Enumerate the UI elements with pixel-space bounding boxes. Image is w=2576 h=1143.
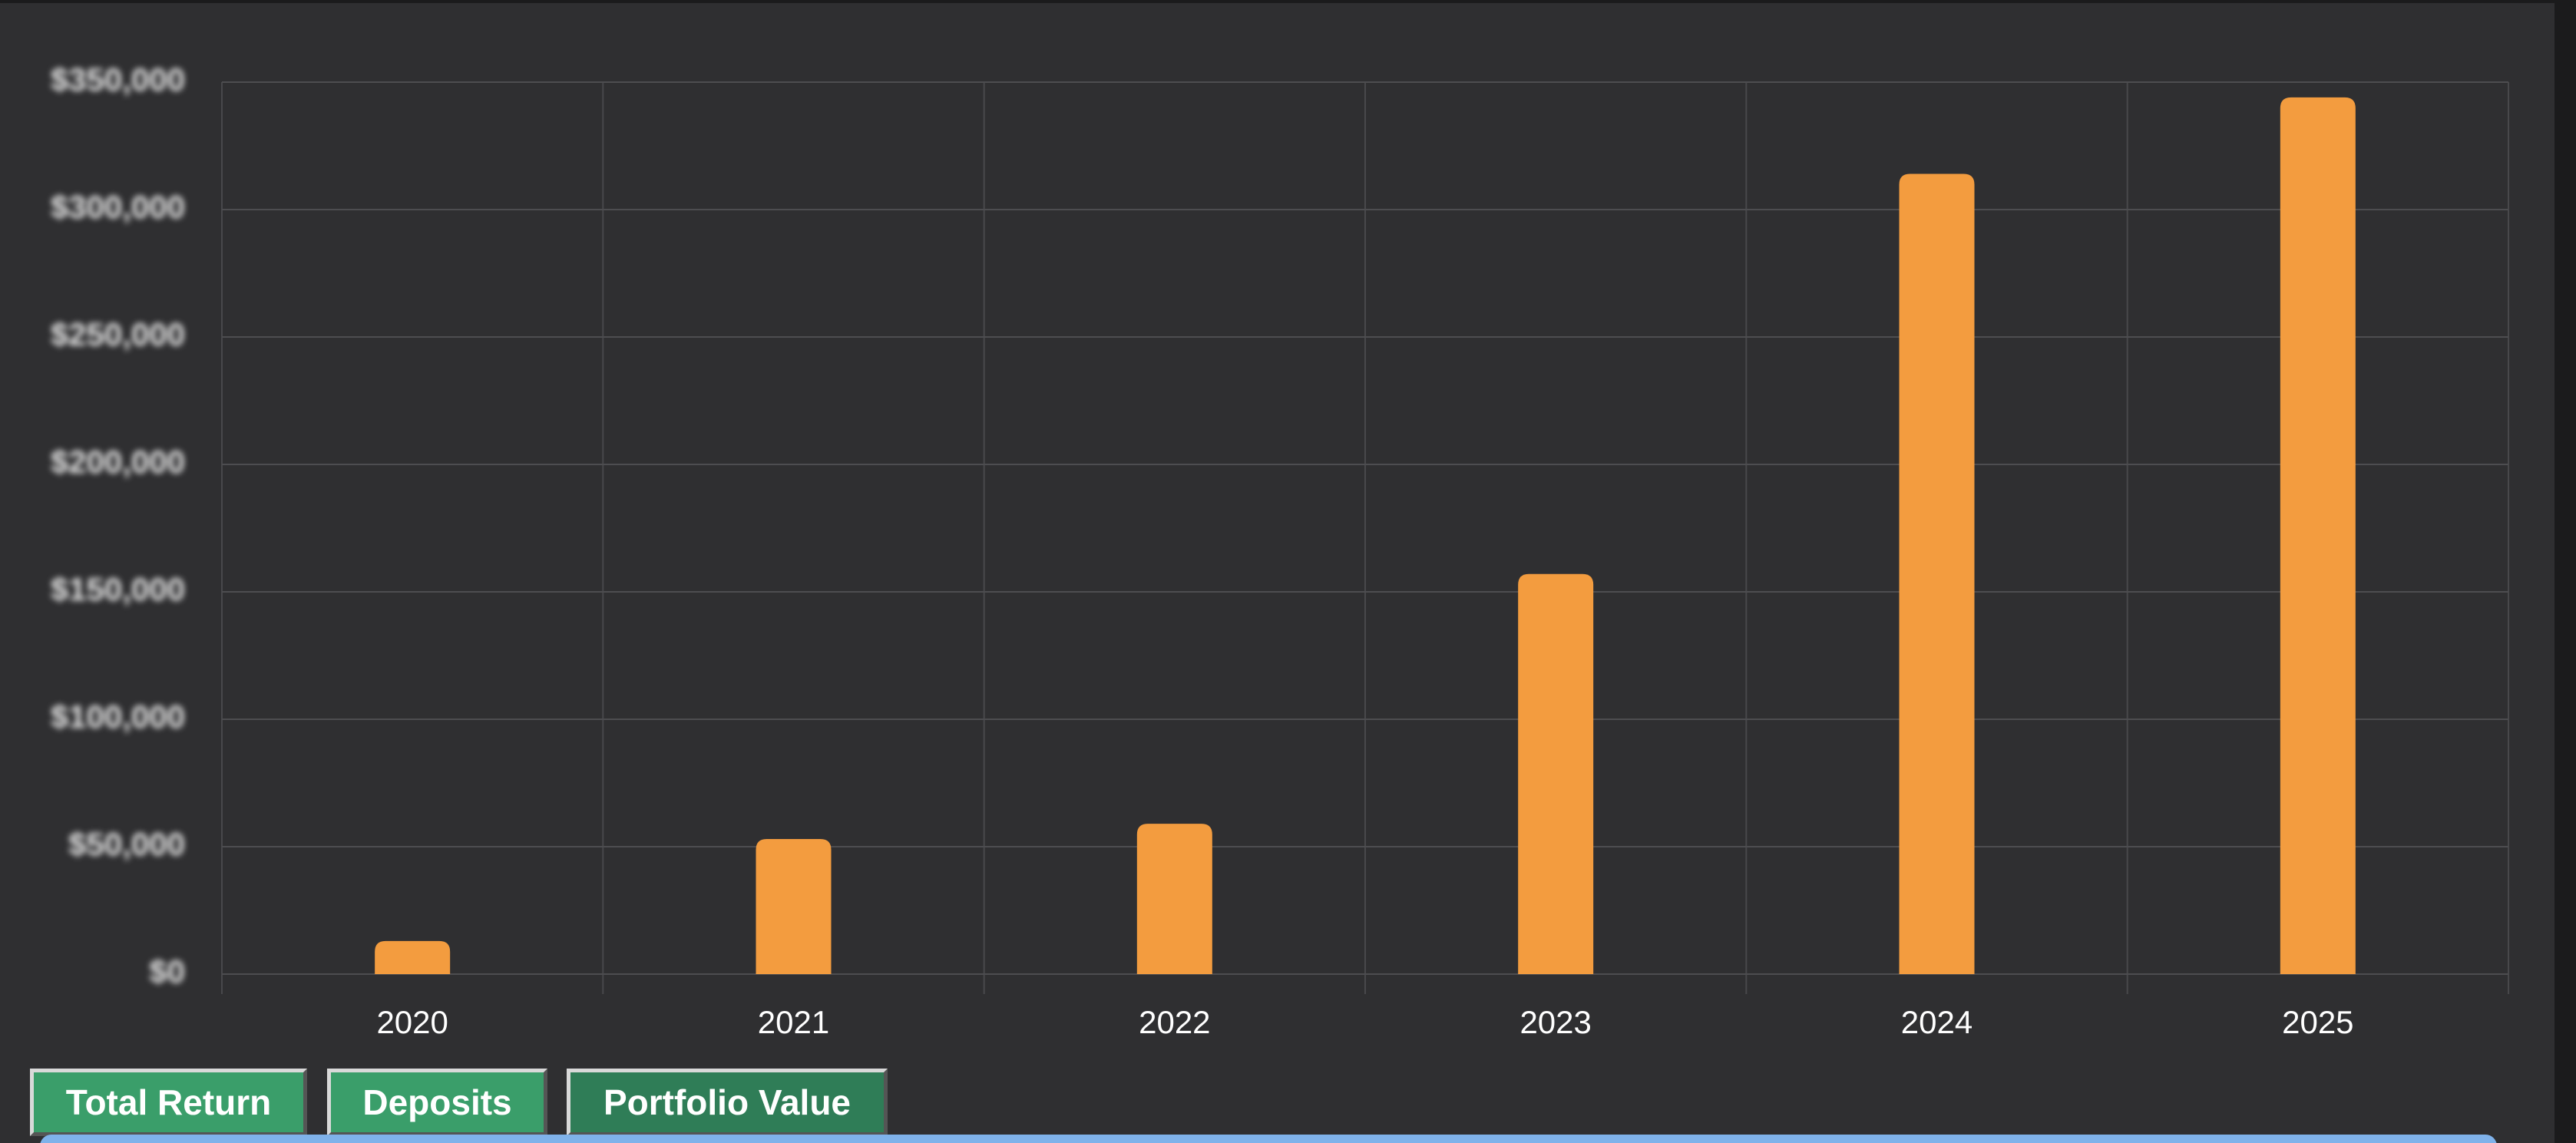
bar bbox=[1899, 173, 1975, 974]
portfolio-value-button[interactable]: Portfolio Value bbox=[567, 1069, 888, 1136]
x-tick-label: 2022 bbox=[1139, 1004, 1210, 1040]
y-tick-label: $100,000 bbox=[51, 699, 185, 735]
x-tick-label: 2025 bbox=[2282, 1004, 2353, 1040]
x-tick-label: 2023 bbox=[1519, 1004, 1591, 1040]
x-tick-label: 2024 bbox=[1901, 1004, 1973, 1040]
x-tick-label: 2020 bbox=[376, 1004, 448, 1040]
total-return-button[interactable]: Total Return bbox=[30, 1069, 307, 1136]
y-tick-label: $150,000 bbox=[51, 571, 185, 607]
bar bbox=[1518, 573, 1594, 974]
x-tick-label: 2021 bbox=[758, 1004, 829, 1040]
app-frame: $0 $50,000 $100,000 $150,000 $200,000 $250,00… bbox=[0, 3, 2555, 1143]
y-tick-label: $300,000 bbox=[51, 189, 185, 225]
y-tick-label: $350,000 bbox=[51, 61, 185, 97]
deposits-button[interactable]: Deposits bbox=[327, 1069, 547, 1136]
panel-edge bbox=[40, 1135, 2497, 1143]
chart: $0 $50,000 $100,000 $150,000 $200,000 $250,00… bbox=[51, 61, 2509, 1040]
y-tick-label: $50,000 bbox=[68, 826, 185, 862]
bar bbox=[375, 940, 451, 974]
bar bbox=[1136, 824, 1212, 974]
bar bbox=[756, 839, 832, 974]
bar bbox=[2280, 97, 2356, 974]
y-tick-label: $250,000 bbox=[51, 316, 185, 352]
y-tick-label: $0 bbox=[149, 953, 185, 989]
y-tick-label: $200,000 bbox=[51, 444, 185, 480]
